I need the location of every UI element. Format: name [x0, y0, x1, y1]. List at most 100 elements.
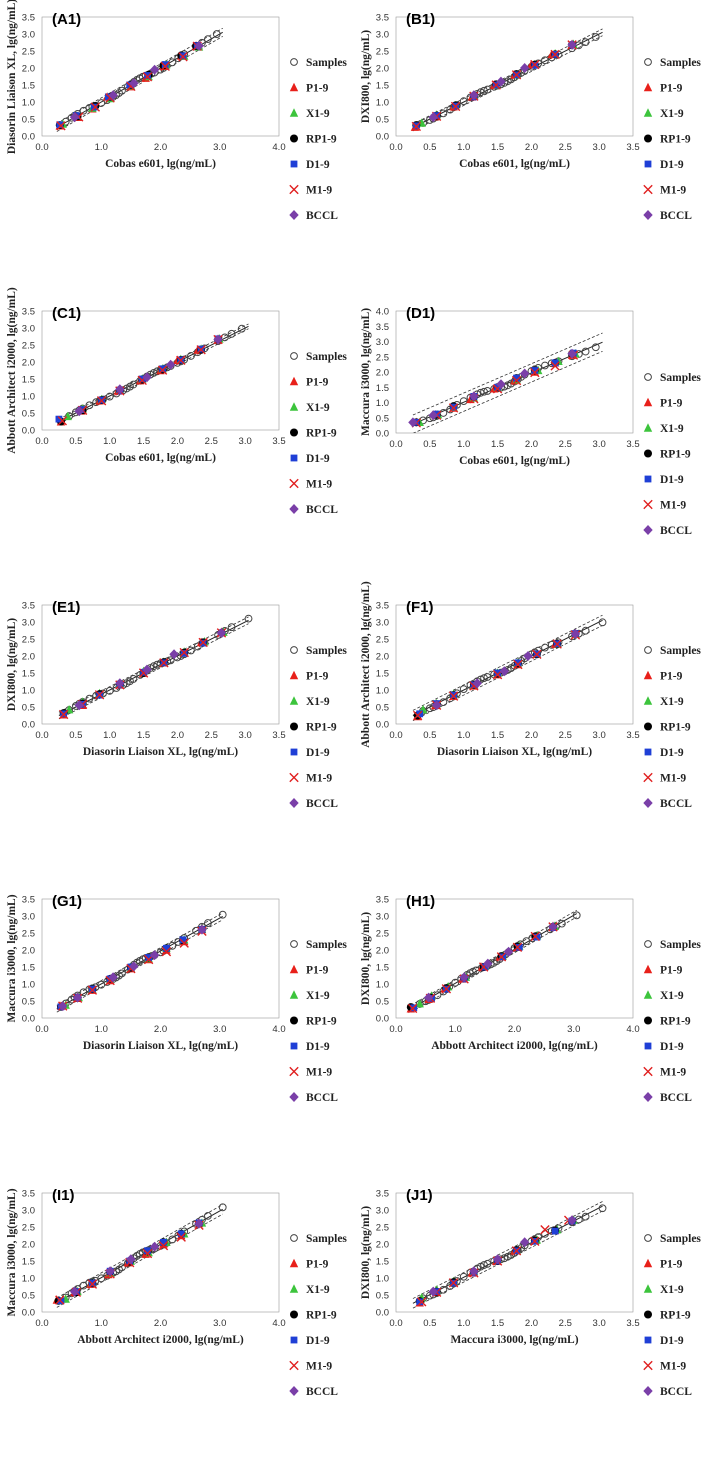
- point-bccl: [472, 678, 482, 689]
- confidence-bound-lower: [56, 1213, 223, 1308]
- plot-area: [41, 1192, 280, 1313]
- point-x1-9: [415, 999, 424, 1008]
- y-tick-label: 0.5: [376, 1291, 389, 1302]
- point-m1-9: [55, 1295, 65, 1305]
- x-stroke: [513, 659, 523, 670]
- x-stroke: [176, 1232, 186, 1242]
- y-tick-label: 3.0: [376, 337, 389, 348]
- legend-marker-bccl: [643, 1092, 653, 1102]
- sample-point: [598, 618, 607, 627]
- panel-d1: 0.0 0.5 1.0 1.5 2.0 2.5 3.0 3.5 4.0 0.0 0.5 1.0 1.5 2…: [360, 305, 701, 537]
- legend-label: Samples: [660, 57, 701, 69]
- y-tick-label: 0.0: [376, 720, 389, 731]
- legend-marker-d1-9: [290, 1042, 298, 1050]
- y-tick-label: 1.0: [376, 686, 389, 697]
- panel-label: (E1): [52, 599, 80, 616]
- x-stroke: [530, 931, 540, 942]
- y-tick-label: 3.5: [22, 1189, 35, 1200]
- legend-label: X1-9: [306, 108, 330, 120]
- legend-marker-samples: [290, 1234, 298, 1242]
- point-bccl: [108, 972, 118, 983]
- point-d1-9: [499, 953, 507, 961]
- y-tick-label: 2.5: [376, 1223, 389, 1234]
- x-stroke: [161, 947, 172, 957]
- x-tick-label: 3.5: [626, 730, 639, 741]
- legend: Samples P1-9 X1-9 RP1-9 D1-9 M1-9 BCCL: [643, 57, 701, 222]
- legend-label: D1-9: [660, 1335, 684, 1347]
- y-tick-label: 0.0: [22, 426, 35, 437]
- plot-content: [55, 27, 223, 132]
- confidence-bound-upper: [410, 909, 577, 1006]
- y-tick-label: 0.0: [376, 132, 389, 143]
- legend-label: M1-9: [660, 1067, 686, 1079]
- legend-label: BCCL: [306, 798, 338, 810]
- x-stroke: [643, 1360, 653, 1371]
- point-bccl: [142, 664, 152, 675]
- confidence-bound-upper: [412, 332, 603, 416]
- x-tick-label: 2.0: [508, 1024, 521, 1035]
- sample-point: [558, 919, 566, 928]
- point-m1-9: [87, 1279, 98, 1289]
- point-bccl: [492, 1254, 503, 1265]
- legend-marker-p1-9: [643, 397, 653, 407]
- y-tick-label: 2.5: [22, 929, 35, 940]
- x-tick-label: 1.0: [457, 439, 470, 450]
- point-d1-9: [416, 1298, 424, 1306]
- sample-point: [118, 969, 126, 978]
- x-axis-label: Abbott Architect i2000, lg(ng/mL): [77, 1334, 244, 1346]
- legend-marker-x1-9: [643, 990, 653, 999]
- legend-label: M1-9: [660, 500, 686, 512]
- sample-point: [483, 1259, 492, 1268]
- legend-marker-samples: [644, 373, 652, 381]
- panel-label: (I1): [52, 1187, 75, 1204]
- legend-label: D1-9: [660, 159, 684, 171]
- x-stroke: [157, 365, 168, 375]
- legend-marker-m1-9: [289, 478, 299, 489]
- x-stroke: [511, 70, 522, 80]
- legend-label: X1-9: [660, 423, 684, 435]
- x-tick-label: 1.0: [95, 1024, 108, 1035]
- y-tick-label: 3.0: [376, 1206, 389, 1217]
- legend-marker-bccl: [289, 1092, 299, 1102]
- legend: Samples P1-9 X1-9 RP1-9 D1-9 M1-9 BCCL: [289, 1233, 347, 1398]
- point-d1-9: [179, 52, 187, 60]
- x-tick-label: 2.5: [205, 436, 218, 447]
- x-tick-label: 2.0: [154, 142, 167, 153]
- point-m1-9: [58, 709, 69, 720]
- x-tick-label: 2.5: [559, 1318, 572, 1329]
- legend-label: D1-9: [660, 474, 684, 486]
- x-stroke: [87, 1279, 98, 1289]
- x-stroke: [87, 985, 98, 995]
- legend-marker-rp1-9: [290, 428, 298, 437]
- point-d1-9: [160, 1238, 167, 1246]
- legend-label: RP1-9: [660, 722, 691, 734]
- y-axis-label: DXI800, lg(ng/mL): [360, 1206, 372, 1299]
- x-stroke: [179, 647, 189, 658]
- point-m1-9: [94, 690, 105, 700]
- x-tick-label: 0.0: [389, 730, 402, 741]
- x-tick-label: 3.0: [593, 1318, 606, 1329]
- y-tick-label: 1.5: [376, 1257, 389, 1268]
- y-tick-label: 0.5: [22, 115, 35, 126]
- y-tick-label: 1.5: [22, 375, 35, 386]
- point-m1-9: [176, 1232, 186, 1242]
- point-bccl: [194, 1218, 204, 1229]
- plot-content: [52, 1203, 227, 1308]
- y-tick-label: 3.5: [376, 322, 389, 333]
- sample-point: [79, 1281, 88, 1290]
- legend-label: RP1-9: [306, 1310, 337, 1322]
- point-d1-9: [138, 375, 146, 383]
- x-tick-label: 1.0: [457, 730, 470, 741]
- point-m1-9: [552, 639, 562, 649]
- legend-marker-d1-9: [290, 160, 298, 168]
- x-tick-label: 0.5: [423, 439, 436, 450]
- legend-marker-x1-9: [643, 423, 653, 432]
- x-tick-label: 1.5: [137, 730, 150, 741]
- point-m1-9: [142, 1248, 153, 1259]
- point-bccl: [519, 368, 530, 379]
- point-m1-9: [417, 1297, 427, 1307]
- point-d1-9: [494, 383, 501, 391]
- y-tick-label: 1.0: [376, 398, 389, 409]
- x-tick-label: 4.0: [272, 1024, 285, 1035]
- y-tick-label: 3.5: [376, 1189, 389, 1200]
